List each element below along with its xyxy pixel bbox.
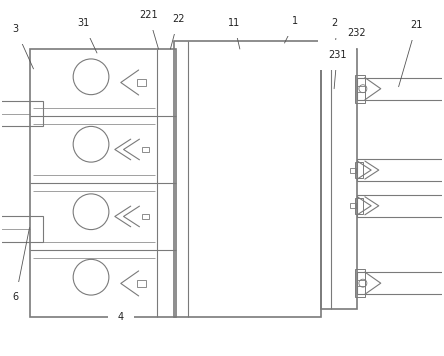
Bar: [357, 272, 444, 294]
Text: 22: 22: [170, 14, 185, 49]
Bar: [357, 78, 444, 100]
Bar: [357, 159, 444, 181]
Bar: [0, 216, 44, 241]
Text: 1: 1: [285, 16, 298, 43]
Text: 6: 6: [12, 227, 29, 302]
Bar: [355, 162, 363, 178]
Bar: [142, 214, 149, 219]
Text: 31: 31: [77, 18, 97, 53]
Bar: [349, 168, 356, 173]
Text: 4: 4: [111, 307, 124, 322]
Bar: [349, 203, 356, 208]
Text: 231: 231: [328, 50, 346, 89]
Bar: [355, 75, 365, 103]
Text: 221: 221: [139, 10, 159, 49]
Bar: [174, 41, 321, 317]
Bar: [137, 79, 146, 86]
Text: 11: 11: [228, 18, 240, 49]
Bar: [29, 49, 176, 317]
Bar: [357, 195, 444, 217]
Bar: [142, 147, 149, 152]
Text: 232: 232: [344, 28, 366, 69]
Text: 21: 21: [399, 20, 423, 87]
Text: 3: 3: [12, 24, 33, 69]
Text: 23: 23: [331, 18, 343, 59]
Bar: [321, 49, 357, 309]
Bar: [357, 280, 365, 286]
Bar: [355, 269, 365, 297]
Bar: [357, 86, 365, 91]
Bar: [355, 198, 363, 214]
Bar: [137, 280, 146, 287]
Bar: [0, 101, 44, 126]
